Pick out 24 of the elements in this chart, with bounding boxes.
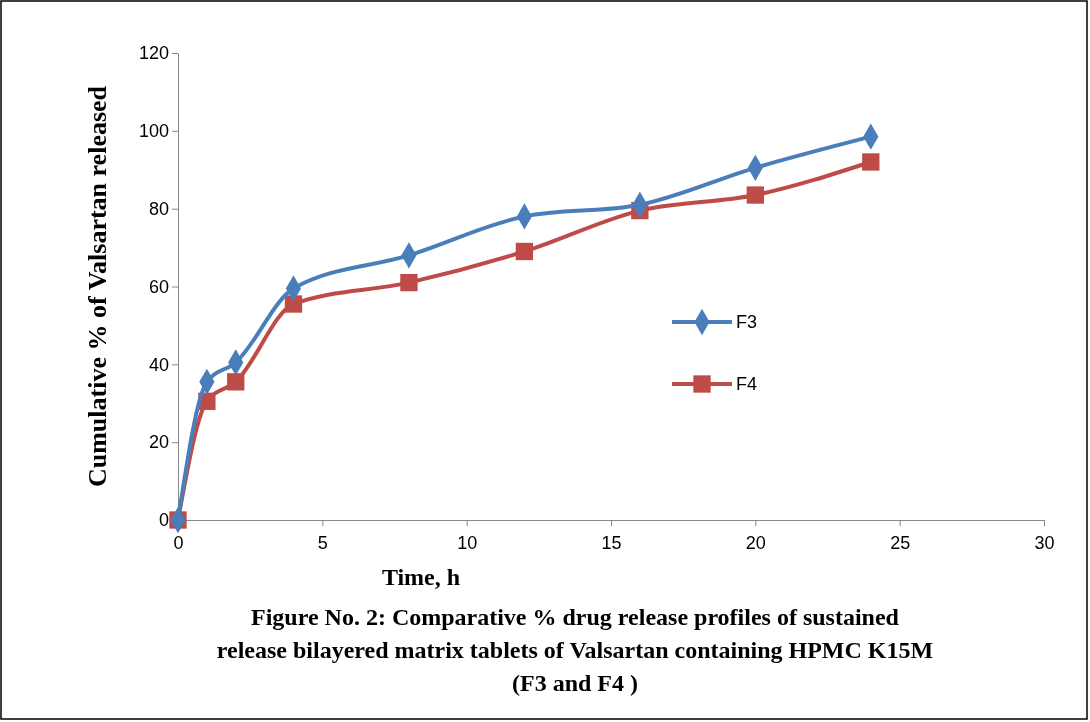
legend-label: F4 [736,374,758,394]
point [400,273,418,292]
y-tick-label: 120 [138,43,169,64]
x-tick-label: 20 [745,532,766,553]
y-tick-label: 100 [138,121,169,142]
point [227,373,245,391]
x-tick-label: 25 [890,532,911,553]
legend-label: F3 [736,312,758,332]
y-tick-label: 60 [148,276,169,297]
y-tick-label: 0 [158,510,169,531]
x-tick-label: 10 [457,532,478,553]
x-tick-label: 15 [601,532,622,553]
x-tick-label: 5 [317,532,328,553]
x-axis-title: Time, h [381,564,461,590]
point [862,153,880,171]
point [746,186,764,204]
x-tick-label: 30 [1034,532,1055,553]
y-tick-label: 20 [148,432,169,453]
point [515,242,534,261]
text: Figure No. 2: Comparative % drug release profiles of sustained release bilayered matrix tablets of Valsartan containing HPMC K15M (F3 and F4 ) [216,604,934,696]
y-tick-label: 80 [148,198,169,219]
y-axis-title: Cumulative % of Valsartan released [83,85,112,488]
x-tick-label: 0 [173,532,184,553]
y-tick-label: 40 [148,354,169,375]
